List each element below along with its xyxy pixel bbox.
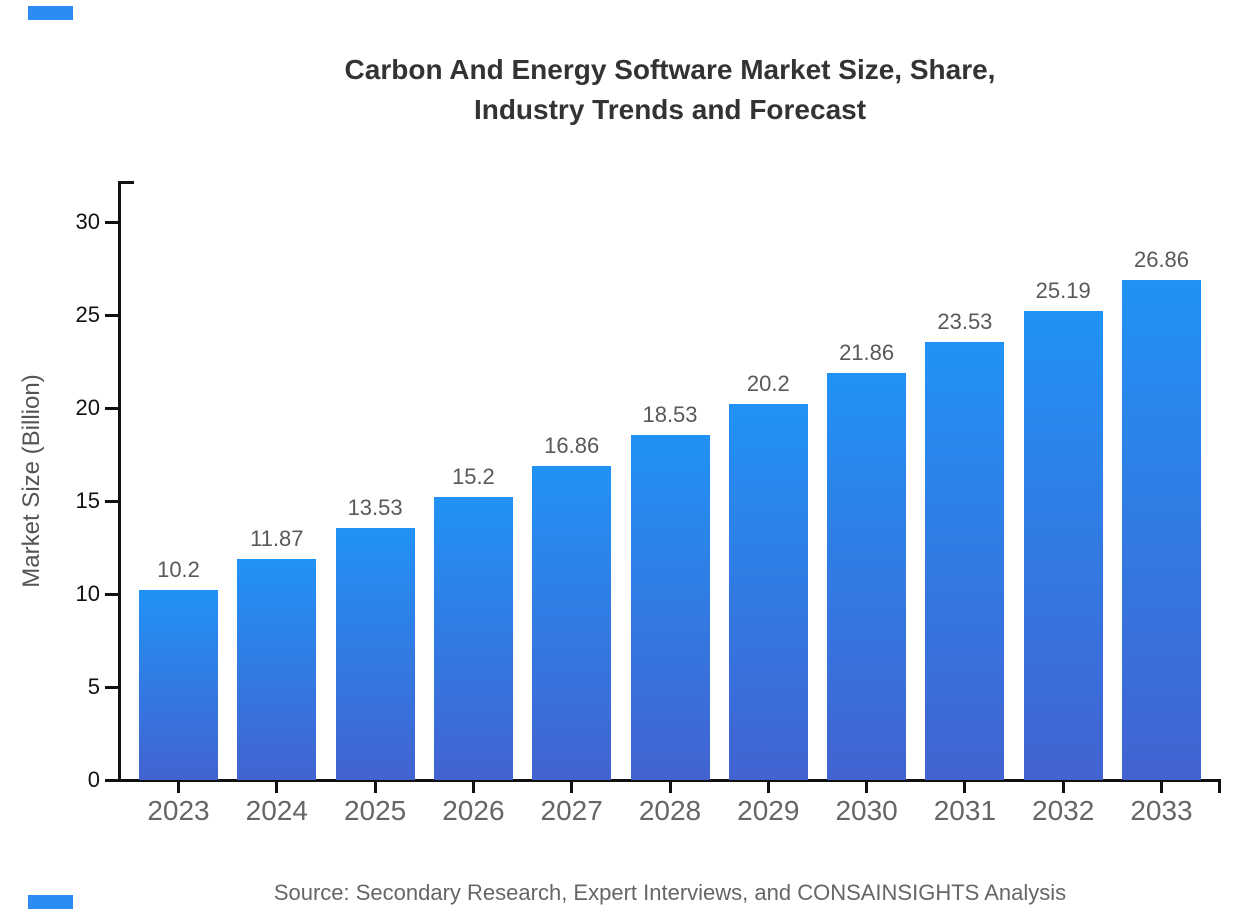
bar-2031: [925, 342, 1005, 780]
x-tick-label: 2031: [933, 795, 997, 826]
bar-value-label: 25.19: [1035, 278, 1091, 304]
chart-title-line2: Industry Trends and Forecast: [473, 94, 867, 125]
bar-value-label: 18.53: [642, 402, 698, 428]
y-tick-mark: [105, 685, 118, 689]
bar-value-label: 11.87: [250, 526, 304, 552]
y-tick-mark: [105, 499, 118, 503]
bar-2028: [630, 435, 710, 780]
x-tick-mark: [668, 782, 672, 793]
x-tick-label: 2023: [147, 795, 210, 826]
bar-value-label: 23.53: [937, 309, 993, 335]
x-tick-label: 2032: [1032, 795, 1095, 826]
source-caption: Source: Secondary Research, Expert Inter…: [273, 880, 1067, 905]
x-axis-spine: [118, 779, 1221, 782]
y-tick-mark: [105, 313, 118, 317]
brand-mark-bottom-left: [28, 895, 73, 909]
x-tick-mark: [275, 782, 279, 793]
y-tick-label: 25: [75, 302, 100, 327]
x-tick-label: 2033: [1130, 795, 1193, 826]
x-tick-label: 2030: [835, 795, 898, 826]
x-axis-end-tick: [1218, 782, 1221, 793]
y-tick-mark: [105, 406, 118, 410]
y-tick-label: 0: [87, 767, 100, 792]
bar-2033: [1122, 280, 1201, 780]
y-tick-label: 15: [75, 488, 100, 513]
bar-value-label: 10.2: [157, 557, 200, 583]
y-tick-label: 20: [75, 395, 100, 420]
bar-value-label: 20.2: [746, 371, 790, 397]
x-tick-label: 2028: [638, 795, 702, 826]
y-tick-label: 30: [75, 209, 100, 234]
x-tick-mark: [766, 782, 770, 793]
x-tick-label: 2026: [442, 795, 505, 826]
bar-value-label: 15.2: [451, 464, 495, 490]
y-axis-top-cap: [118, 181, 134, 184]
bar-2026: [433, 497, 513, 780]
bar-2030: [827, 373, 907, 780]
x-tick-mark: [1061, 782, 1065, 793]
x-tick-mark: [963, 782, 967, 793]
y-tick-label: 5: [87, 674, 100, 699]
bar-value-label: 21.86: [839, 340, 895, 366]
bar-value-label: 26.86: [1133, 247, 1190, 273]
x-tick-label: 2029: [737, 795, 800, 826]
x-tick-mark: [177, 782, 180, 793]
chart-title-line1: Carbon And Energy Software Market Size, …: [344, 54, 996, 85]
x-tick-mark: [570, 782, 574, 793]
x-tick-mark: [373, 782, 377, 793]
bar-2027: [532, 466, 612, 780]
bar-2025: [335, 528, 415, 780]
x-tick-mark: [1160, 782, 1163, 793]
bar-value-label: 16.86: [544, 433, 600, 459]
chart-title: Carbon And Energy Software Market Size, …: [80, 50, 1260, 130]
y-tick-mark: [105, 220, 118, 224]
brand-mark-top-left: [28, 6, 73, 20]
x-tick-label: 2024: [245, 795, 308, 826]
y-axis-spine: [118, 181, 121, 782]
bar-2032: [1023, 311, 1103, 780]
x-tick-label: 2025: [343, 795, 407, 826]
y-tick-mark: [105, 778, 118, 782]
x-tick-label: 2027: [540, 795, 603, 826]
y-tick-mark: [105, 592, 118, 596]
x-tick-mark: [865, 782, 869, 793]
bar-2024: [237, 559, 317, 780]
y-tick-label: 10: [75, 581, 100, 606]
bar-2023: [139, 590, 218, 780]
bar-2029: [728, 404, 808, 780]
bar-value-label: 13.53: [347, 495, 403, 521]
x-tick-mark: [471, 782, 475, 793]
